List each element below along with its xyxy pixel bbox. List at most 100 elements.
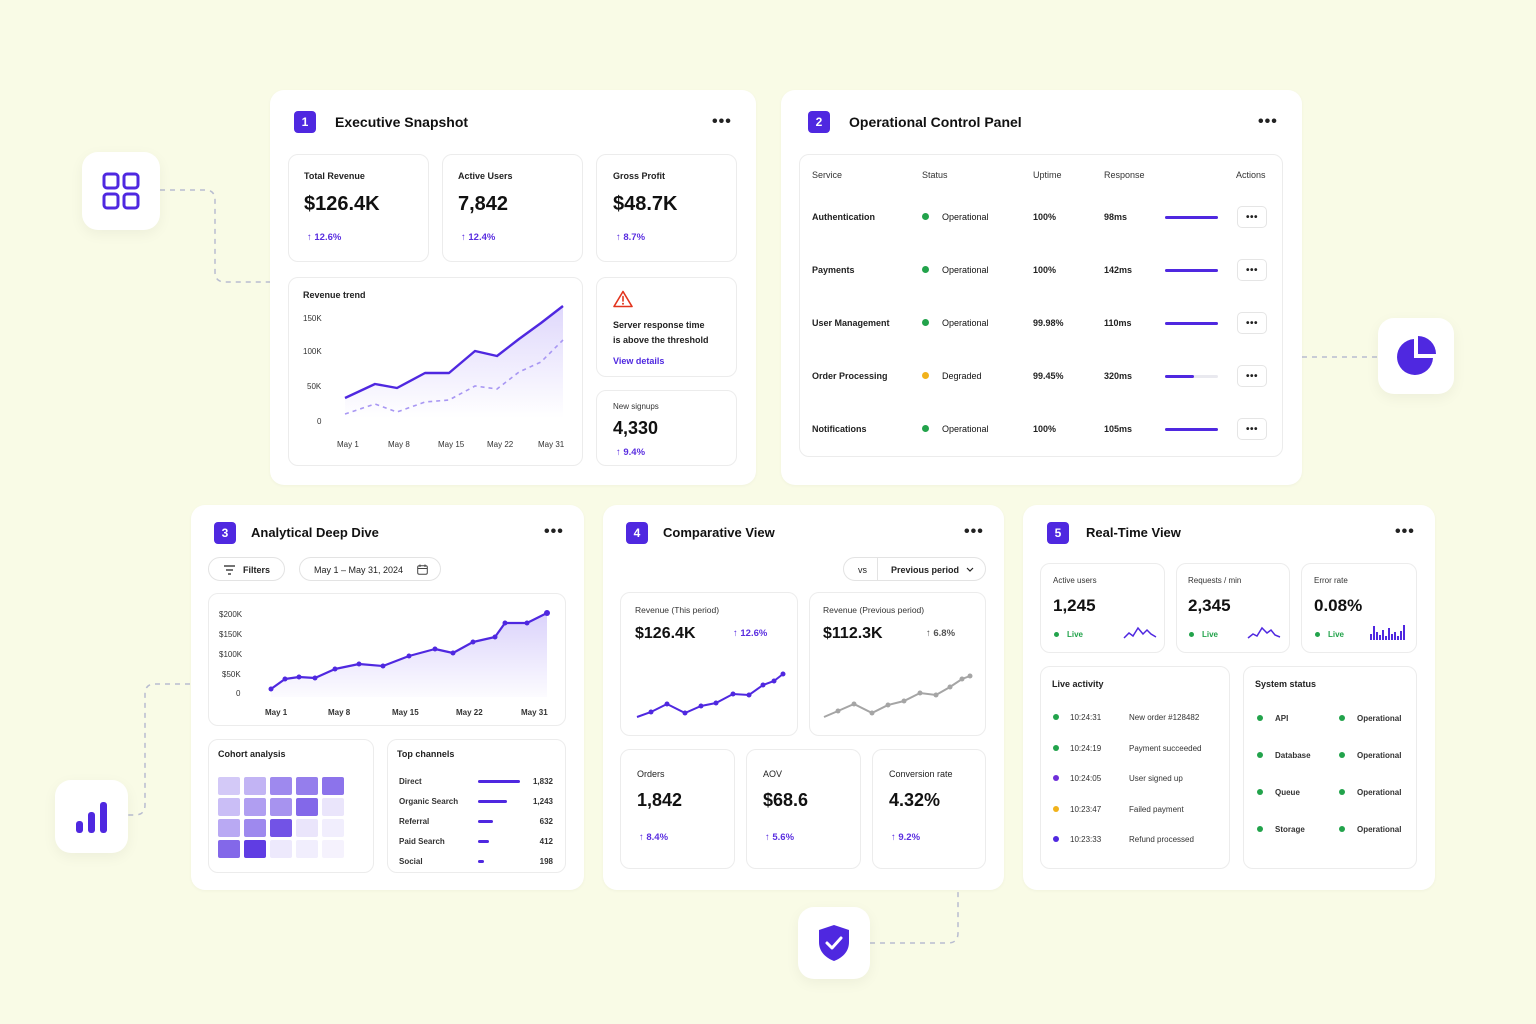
- kpi-value: 7,842: [458, 193, 509, 215]
- service-status: Operational: [942, 318, 989, 328]
- y-tick: 150K: [303, 314, 322, 323]
- panel-number: 1: [294, 111, 316, 133]
- column-header: Service: [812, 170, 843, 180]
- kpi-card-active-users: Active Users 7,842 ↑ 12.4%: [442, 154, 583, 262]
- pie-chart-icon-tile[interactable]: [1378, 318, 1454, 394]
- status-dot: [922, 266, 929, 273]
- system-name: Database: [1275, 751, 1311, 760]
- status-dot: [922, 213, 929, 220]
- service-uptime: 99.45%: [1033, 371, 1064, 381]
- row-actions-button[interactable]: •••: [1237, 259, 1267, 281]
- more-menu-button[interactable]: •••: [1395, 523, 1415, 540]
- system-name: API: [1275, 714, 1289, 723]
- response-bar: [1165, 322, 1218, 325]
- service-name: User Management: [812, 318, 890, 328]
- cohort-cell: [244, 777, 266, 795]
- compare-period-select[interactable]: vs Previous period: [843, 557, 986, 581]
- activity-dot: [1053, 836, 1059, 842]
- x-tick: May 31: [521, 708, 548, 717]
- operational-control-panel: 2 Operational Control Panel ••• Service …: [781, 90, 1302, 485]
- orders-card: Orders 1,842 ↑ 8.4%: [620, 749, 735, 869]
- row-actions-button[interactable]: •••: [1237, 418, 1267, 440]
- more-menu-button[interactable]: •••: [712, 113, 732, 130]
- service-response: 320ms: [1104, 371, 1133, 381]
- kpi-value: 2,345: [1188, 596, 1231, 615]
- more-menu-button[interactable]: •••: [544, 523, 564, 540]
- row-actions-button[interactable]: •••: [1237, 365, 1267, 387]
- revenue-trend-chart: [344, 305, 564, 418]
- live-label: Live: [1067, 630, 1084, 639]
- cohort-cell: [244, 798, 266, 816]
- cohort-cell: [322, 777, 344, 795]
- cohort-cell: [322, 819, 344, 837]
- status-dot: [922, 372, 929, 379]
- system-status: Operational: [1357, 751, 1402, 760]
- filters-button[interactable]: Filters: [208, 557, 285, 581]
- real-time-view-panel: 5 Real-Time View ••• Active users 1,245 …: [1023, 505, 1435, 890]
- channel-bar: [478, 860, 485, 863]
- row-actions-button[interactable]: •••: [1237, 206, 1267, 228]
- panel-title: Comparative View: [663, 525, 775, 540]
- alert-text-line1: Server response time: [613, 320, 705, 330]
- panel-title: Real-Time View: [1086, 525, 1181, 540]
- calendar-icon: [417, 564, 428, 575]
- system-dot: [1257, 752, 1263, 758]
- column-header: Actions: [1236, 170, 1266, 180]
- kpi-delta: ↑ 12.6%: [307, 232, 342, 243]
- activity-time: 10:24:19: [1070, 743, 1102, 753]
- row-actions-button[interactable]: •••: [1237, 312, 1267, 334]
- bar-chart-icon-tile[interactable]: [55, 780, 128, 853]
- grid-icon: [102, 172, 140, 210]
- service-response: 98ms: [1104, 212, 1128, 222]
- kpi-label: Active users: [1053, 576, 1097, 585]
- system-dot: [1257, 715, 1263, 721]
- channel-name: Social: [399, 857, 423, 866]
- more-menu-button[interactable]: •••: [964, 523, 984, 540]
- cohort-cell: [244, 819, 266, 837]
- system-dot: [1257, 826, 1263, 832]
- activity-time: 10:23:33: [1070, 835, 1102, 844]
- service-name: Order Processing: [812, 371, 888, 381]
- system-status: Operational: [1357, 714, 1402, 723]
- system-status-dot: [1339, 752, 1345, 758]
- kpi-card-total-revenue: Total Revenue $126.4K ↑ 12.6%: [288, 154, 429, 262]
- revenue-previous-period-card: Revenue (Previous period) $112.3K ↑ 6.8%: [809, 592, 986, 736]
- response-bar: [1165, 269, 1218, 272]
- service-uptime: 100%: [1033, 265, 1057, 275]
- shield-check-icon-tile[interactable]: [798, 907, 870, 979]
- warning-icon: [613, 290, 633, 308]
- cohort-analysis-card: Cohort analysis: [208, 739, 374, 873]
- service-name: Authentication: [812, 212, 875, 222]
- cohort-cell: [244, 840, 266, 858]
- card-label: Revenue (Previous period): [823, 605, 925, 615]
- grid-icon-tile[interactable]: [82, 152, 160, 230]
- more-menu-button[interactable]: •••: [1258, 113, 1278, 130]
- channel-value: 632: [539, 817, 553, 826]
- x-tick: May 15: [392, 708, 419, 717]
- panel-number: 4: [626, 522, 648, 544]
- cohort-cell: [296, 840, 318, 858]
- channel-value: 1,243: [532, 797, 553, 806]
- channel-value: 1,832: [532, 777, 553, 786]
- revenue-previous-sparkline: [823, 673, 973, 718]
- service-status: Operational: [942, 265, 989, 275]
- response-bar: [1165, 375, 1195, 378]
- live-label: Live: [1202, 630, 1219, 639]
- date-range-picker[interactable]: May 1 – May 31, 2024: [299, 557, 441, 581]
- system-name: Storage: [1275, 825, 1305, 834]
- kpi-value: 4,330: [613, 418, 659, 438]
- kpi-delta: ↑ 8.4%: [639, 832, 669, 843]
- card-title: Top channels: [397, 749, 455, 759]
- card-delta: ↑ 6.8%: [926, 628, 956, 639]
- view-details-link[interactable]: View details: [613, 356, 665, 366]
- service-uptime: 100%: [1033, 424, 1057, 434]
- service-status: Degraded: [942, 371, 982, 381]
- requests-per-min-card: Requests / min 2,345 Live: [1176, 563, 1290, 653]
- x-tick: May 22: [487, 440, 514, 449]
- response-bar: [1165, 428, 1218, 431]
- kpi-value: $126.4K: [304, 193, 380, 215]
- service-status: Operational: [942, 212, 989, 222]
- y-tick: 50K: [307, 382, 322, 391]
- kpi-delta: ↑ 12.4%: [461, 232, 496, 243]
